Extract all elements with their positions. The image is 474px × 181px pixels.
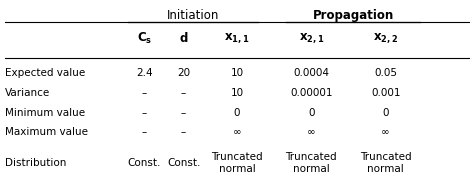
Text: 10: 10: [230, 88, 244, 98]
Text: 0: 0: [383, 108, 389, 118]
Text: $\mathbf{d}$: $\mathbf{d}$: [179, 31, 188, 45]
Text: Initiation: Initiation: [167, 9, 219, 22]
Text: $\mathbf{x_{1,1}}$: $\mathbf{x_{1,1}}$: [224, 31, 250, 45]
Text: 0.00001: 0.00001: [290, 88, 333, 98]
Text: –: –: [181, 108, 186, 118]
Text: –: –: [141, 108, 147, 118]
Text: Truncated
normal: Truncated normal: [360, 152, 411, 174]
Text: Const.: Const.: [167, 158, 201, 168]
Text: 0.001: 0.001: [371, 88, 401, 98]
Text: Propagation: Propagation: [312, 9, 394, 22]
Text: Expected value: Expected value: [5, 68, 85, 78]
Text: Maximum value: Maximum value: [5, 127, 88, 137]
Text: –: –: [141, 127, 147, 137]
Text: –: –: [181, 127, 186, 137]
Text: Const.: Const.: [128, 158, 161, 168]
Text: 20: 20: [177, 68, 190, 78]
Text: 2.4: 2.4: [136, 68, 153, 78]
Text: 0: 0: [234, 108, 240, 118]
Text: ∞: ∞: [382, 127, 390, 137]
Text: 0.05: 0.05: [374, 68, 397, 78]
Text: –: –: [141, 88, 147, 98]
Text: $\mathbf{x_{2,1}}$: $\mathbf{x_{2,1}}$: [299, 31, 324, 45]
Text: ∞: ∞: [307, 127, 316, 137]
Text: Distribution: Distribution: [5, 158, 66, 168]
Text: Truncated
normal: Truncated normal: [285, 152, 337, 174]
Text: Variance: Variance: [5, 88, 50, 98]
Text: $\mathbf{x_{2,2}}$: $\mathbf{x_{2,2}}$: [373, 31, 398, 45]
Text: Minimum value: Minimum value: [5, 108, 85, 118]
Text: 0.0004: 0.0004: [293, 68, 329, 78]
Text: Truncated
normal: Truncated normal: [211, 152, 263, 174]
Text: $\mathbf{C_s}$: $\mathbf{C_s}$: [137, 31, 152, 46]
Text: ∞: ∞: [233, 127, 241, 137]
Text: –: –: [181, 88, 186, 98]
Text: 0: 0: [308, 108, 315, 118]
Text: 10: 10: [230, 68, 244, 78]
